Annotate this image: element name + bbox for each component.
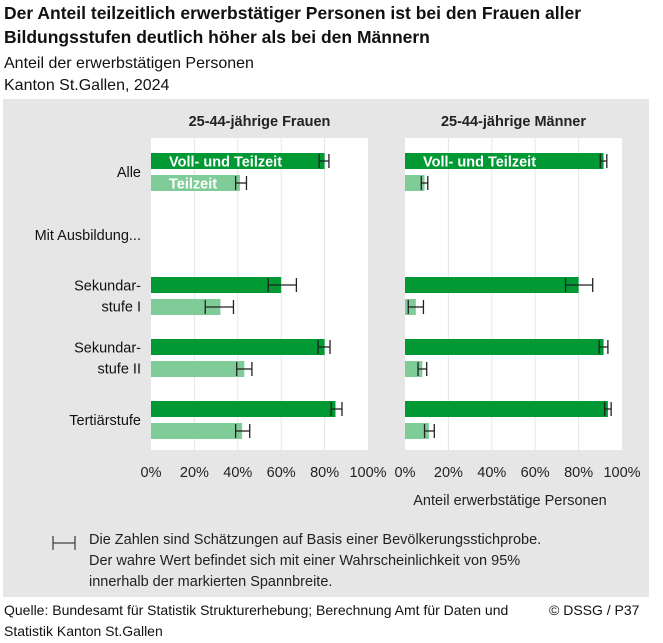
bar (405, 339, 604, 355)
category-label: stufe II (97, 362, 141, 378)
bar (151, 401, 336, 417)
x-tick-label: 80% (564, 465, 593, 481)
x-tick-label: 60% (521, 465, 550, 481)
copyright: © DSSG / P37 (549, 602, 640, 618)
bar (151, 153, 325, 169)
bar (405, 401, 608, 417)
source-note: Quelle: Bundesamt für Statistik Struktur… (4, 602, 509, 639)
bar (151, 175, 240, 191)
chart-subtitle: Anteil der erwerbstätigen Personen (4, 55, 254, 72)
panel-title: 25-44-jährige Männer (441, 114, 586, 130)
category-label: Alle (117, 165, 141, 181)
series-label: Teilzeit (169, 177, 217, 193)
bar (151, 423, 243, 439)
x-axis-label: Anteil erwerbstätige Personen (413, 493, 606, 509)
x-tick-label: 40% (477, 465, 506, 481)
x-tick-label: 100% (603, 465, 640, 481)
x-tick-label: 0% (141, 465, 162, 481)
series-label: Voll- und Teilzeit (169, 155, 282, 171)
chart-title: Der Anteil teilzeitlich erwerbstätiger P… (4, 3, 582, 47)
x-tick-label: 100% (349, 465, 386, 481)
series-label: Voll- und Teilzeit (423, 155, 536, 171)
plot-area (405, 138, 622, 450)
panel-title: 25-44-jährige Frauen (189, 114, 331, 130)
x-tick-label: 20% (180, 465, 209, 481)
category-label: Tertiärstufe (69, 413, 141, 429)
legend-note-line: Die Zahlen sind Schätzungen auf Basis ei… (89, 532, 541, 548)
bar (405, 175, 425, 191)
x-tick-label: 40% (223, 465, 252, 481)
x-tick-label: 60% (267, 465, 296, 481)
category-label: Mit Ausbildung... (35, 228, 141, 244)
legend-note-line: Der wahre Wert befindet sich mit einer W… (89, 553, 520, 569)
x-tick-label: 20% (434, 465, 463, 481)
category-label: stufe I (102, 300, 142, 316)
bar (151, 339, 325, 355)
bar (405, 277, 579, 293)
category-label: Sekundar- (74, 341, 141, 357)
bar (151, 299, 221, 315)
x-tick-label: 0% (395, 465, 416, 481)
category-label: Sekundar- (74, 279, 141, 295)
legend-note-line: innerhalb der markierten Spannbreite. (89, 574, 332, 590)
bar (151, 277, 282, 293)
bar (405, 423, 429, 439)
bar (405, 153, 604, 169)
x-tick-label: 80% (310, 465, 339, 481)
bar (151, 361, 245, 377)
chart-subtitle-region: Kanton St.Gallen, 2024 (4, 77, 170, 94)
